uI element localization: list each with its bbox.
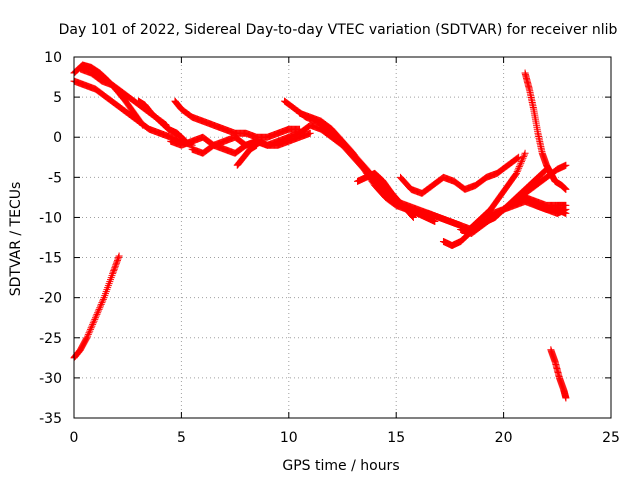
- data-point: [515, 153, 523, 161]
- series-arc-8: [188, 129, 314, 157]
- series-arc-22: [547, 346, 570, 402]
- data-point: [520, 153, 528, 161]
- data-point: [94, 309, 102, 317]
- data-point: [562, 394, 570, 402]
- data-point: [111, 262, 119, 270]
- y-tick-label: -15: [39, 251, 62, 267]
- data-point: [93, 310, 101, 318]
- data-point: [562, 185, 570, 193]
- y-tick-label: -30: [39, 371, 62, 387]
- data-point: [86, 325, 94, 333]
- series-arc-1: [70, 252, 123, 362]
- data-point: [85, 329, 93, 337]
- plot-area: [70, 61, 570, 402]
- data-point: [84, 330, 92, 338]
- data-point: [87, 324, 95, 332]
- axis-ticks: [73, 56, 612, 419]
- data-point: [517, 159, 525, 167]
- series-arc-21: [500, 193, 570, 217]
- data-point: [306, 129, 314, 137]
- data-point: [83, 334, 91, 342]
- plot-frame: [73, 56, 612, 419]
- data-point: [86, 327, 94, 335]
- data-point: [115, 252, 123, 260]
- data-point: [113, 256, 121, 264]
- data-point: [114, 255, 122, 263]
- data-point: [96, 302, 104, 310]
- y-axis-label: SDTVAR / TECUs: [8, 182, 24, 297]
- data-point: [514, 166, 522, 174]
- data-point: [91, 314, 99, 322]
- data-point: [518, 158, 525, 166]
- y-tick-label: 0: [53, 130, 62, 146]
- x-tick-label: 15: [387, 430, 405, 446]
- data-point: [111, 264, 119, 272]
- data-point: [109, 270, 117, 278]
- data-point: [513, 155, 521, 163]
- data-point: [516, 161, 524, 169]
- y-tick-label: 10: [44, 50, 62, 66]
- data-point: [515, 163, 523, 171]
- data-point: [518, 156, 526, 164]
- series-arc-5: [134, 97, 190, 145]
- x-tick-label: 20: [495, 430, 513, 446]
- data-point: [89, 320, 97, 328]
- data-point: [115, 253, 123, 261]
- x-tick-label: 25: [602, 430, 620, 446]
- y-tick-label: -25: [39, 331, 62, 347]
- data-point: [519, 154, 527, 162]
- data-point: [99, 297, 107, 305]
- x-tick-label: 0: [70, 430, 79, 446]
- data-point: [512, 169, 520, 177]
- data-point: [110, 267, 118, 275]
- series-arc-9: [233, 141, 261, 169]
- series-arc-6: [171, 97, 304, 141]
- data-point: [90, 317, 98, 325]
- data-point: [520, 151, 528, 159]
- data-point: [253, 141, 261, 149]
- y-tick-label: -5: [48, 170, 62, 186]
- chart-title: Day 101 of 2022, Sidereal Day-to-day VTE…: [59, 22, 618, 38]
- data-point: [515, 164, 523, 172]
- data-point: [562, 205, 570, 213]
- series-arc-13: [354, 169, 439, 225]
- data-point: [98, 299, 106, 307]
- data-point: [112, 259, 120, 267]
- data-point: [431, 217, 439, 225]
- data-point: [112, 261, 120, 269]
- x-tick-label: 10: [280, 430, 298, 446]
- data-point: [92, 312, 100, 320]
- y-tick-label: -10: [39, 210, 62, 226]
- data-point: [97, 300, 105, 308]
- x-tick-label: 5: [177, 430, 186, 446]
- data-point: [562, 161, 570, 169]
- data-point: [521, 149, 529, 157]
- data-point: [84, 332, 92, 340]
- y-tick-label: -35: [39, 411, 62, 427]
- data-point: [109, 268, 117, 276]
- grid-lines: [74, 57, 611, 418]
- data-point: [88, 322, 96, 330]
- data-point: [95, 305, 103, 313]
- y-tick-label: 5: [53, 90, 62, 106]
- tick-labels: 0 5 10 15 20 25 10 5 0 -5 -10 -15 -20 -25 -30 -35: [39, 50, 620, 446]
- data-point: [89, 319, 97, 327]
- series-arc-14: [396, 153, 523, 197]
- data-point: [513, 168, 521, 176]
- data-point: [96, 304, 104, 312]
- x-axis-label: GPS time / hours: [282, 458, 399, 474]
- series-arc-20: [521, 69, 570, 193]
- y-tick-label: -20: [39, 291, 62, 307]
- series-arc-12: [285, 121, 465, 229]
- data-point: [99, 295, 107, 303]
- data-point: [110, 265, 118, 273]
- data-point: [113, 258, 121, 266]
- data-point: [94, 307, 102, 315]
- data-point: [91, 315, 99, 323]
